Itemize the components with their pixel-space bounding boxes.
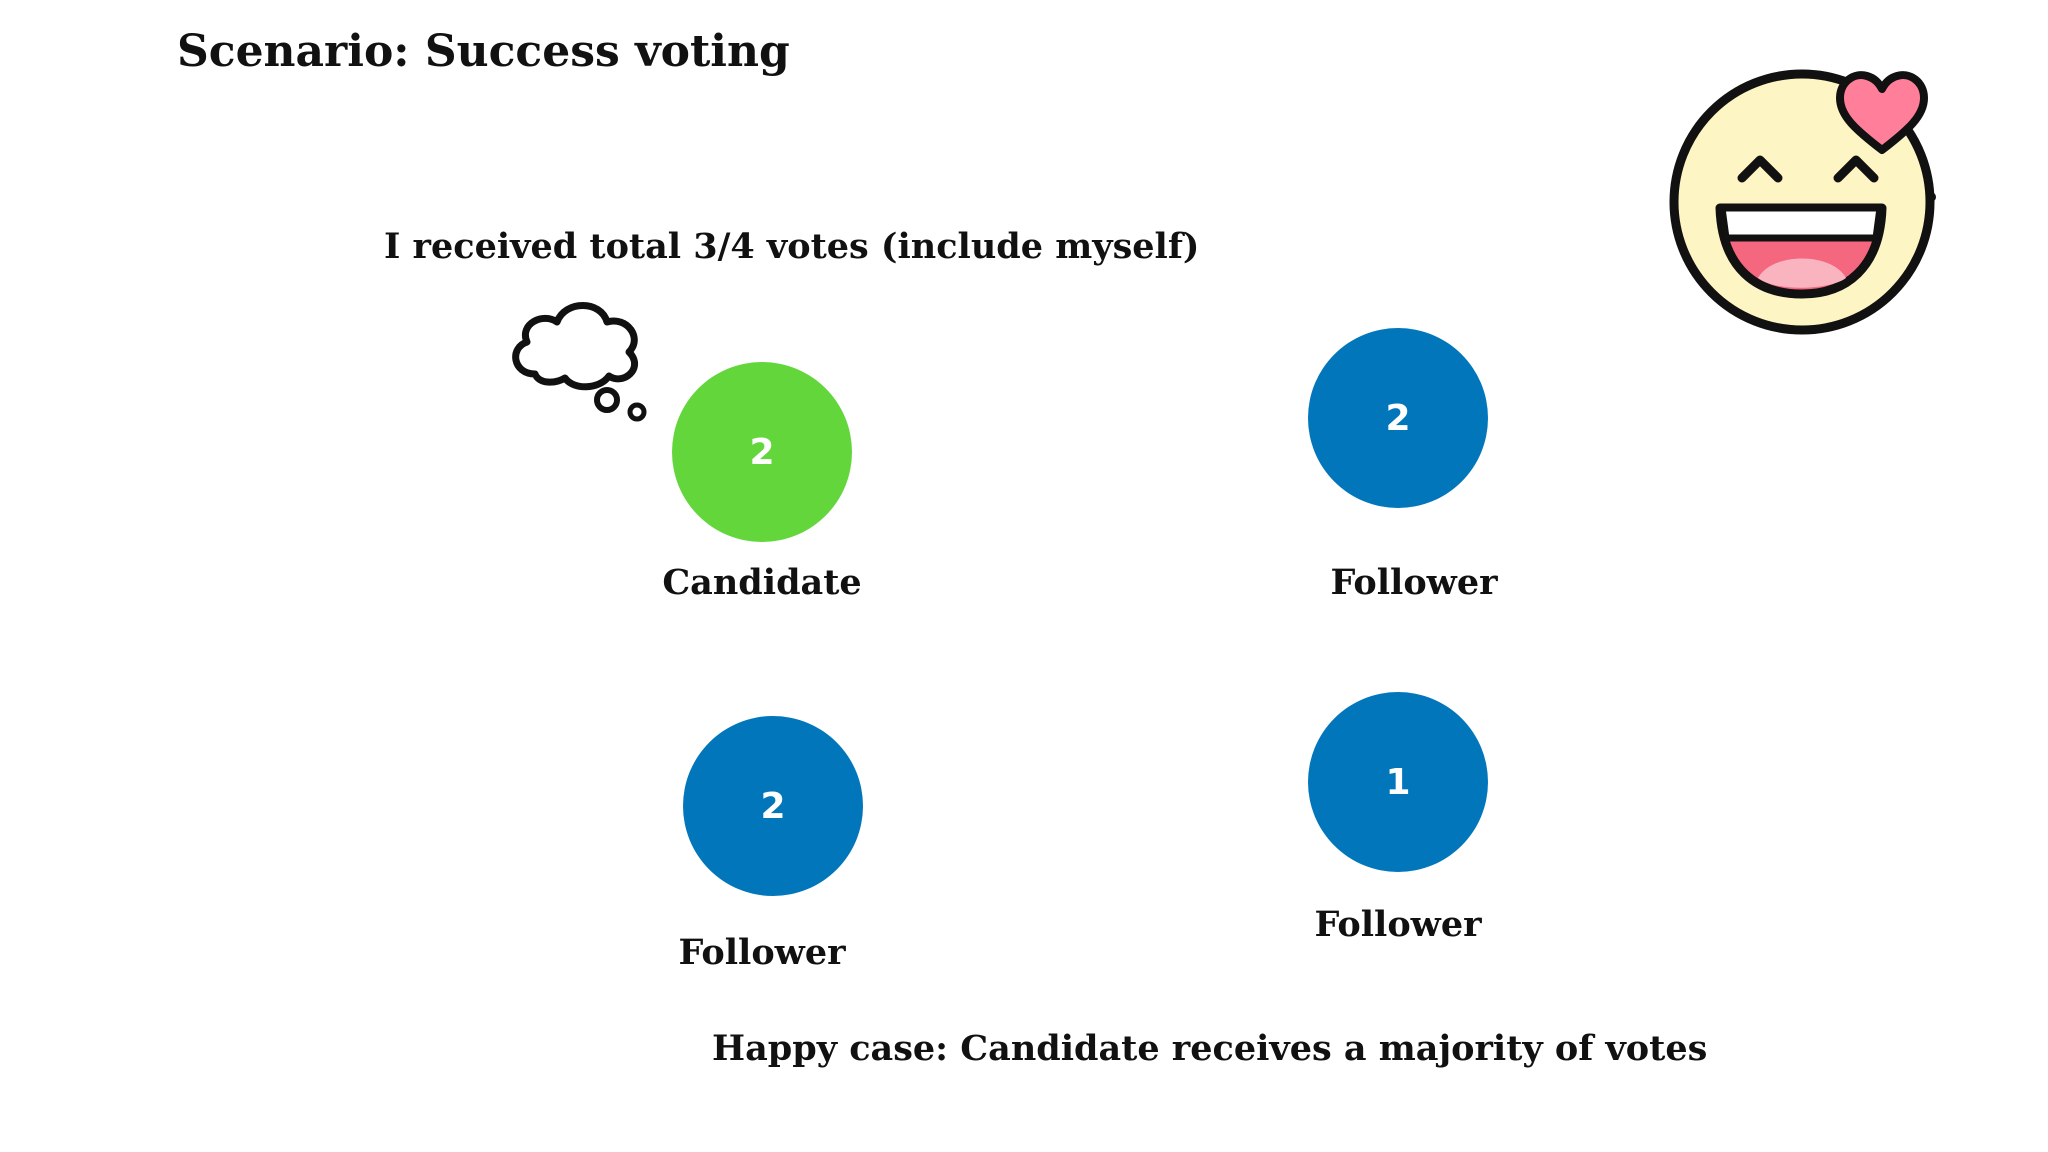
follower-vote-count: 2 (760, 785, 786, 827)
follower-label: Follower (678, 932, 846, 973)
follower-node-top-right: 2 (1308, 328, 1488, 508)
follower-vote-count: 2 (1385, 397, 1411, 439)
follower-node-bottom-left: 2 (683, 716, 863, 896)
follower-vote-count: 1 (1385, 761, 1411, 803)
candidate-node: 2 (672, 362, 852, 542)
slide-title: Scenario: Success voting (177, 26, 790, 77)
smiling-face-with-heart-icon (1669, 69, 1936, 335)
thought-cloud-icon (512, 302, 647, 422)
thought-text: I received total 3/4 votes (include myse… (384, 226, 1200, 267)
follower-label: Follower (1314, 904, 1482, 945)
caption: Happy case: Candidate receives a majorit… (712, 1028, 1708, 1069)
candidate-label: Candidate (662, 562, 862, 603)
follower-label: Follower (1330, 562, 1498, 603)
candidate-vote-count: 2 (749, 431, 775, 473)
follower-node-bottom-right: 1 (1308, 692, 1488, 872)
